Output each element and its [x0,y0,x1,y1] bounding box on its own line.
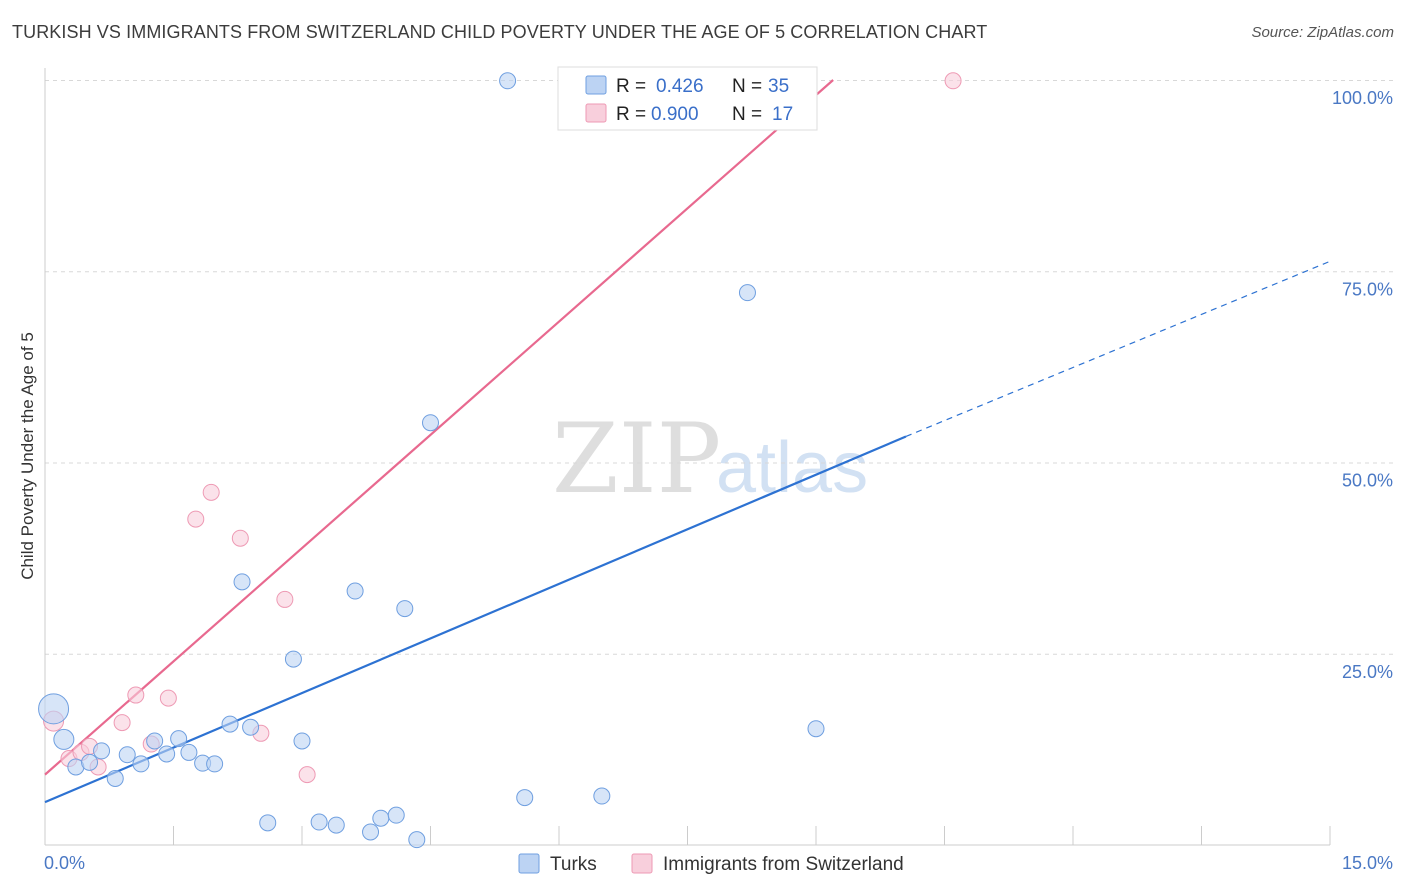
legend-n-value-switzerland: 17 [772,104,793,125]
bottom-legend: Turks Immigrants from Switzerland [518,853,904,875]
legend-n-label-turks: N = [732,76,762,97]
legend-r-label-switzerland: R = [616,104,646,125]
turks-point-24 [372,809,390,827]
y-tick-label-2: 75.0% [1342,279,1393,299]
watermark-atlas: atlas [716,428,868,508]
turks-point-8 [146,732,164,750]
turks-point-7 [132,755,150,773]
turks-point-9 [158,745,176,763]
bottom-legend-label-switzerland: Immigrants from Switzerland [663,854,904,875]
legend-swatch-turks [585,75,607,95]
chart-title: TURKISH VS IMMIGRANTS FROM SWITZERLAND C… [12,22,988,42]
bottom-legend-swatch-switzerland [631,853,653,874]
switzerland-point-8 [159,689,177,707]
turks-point-14 [221,715,239,733]
switzerland-point-9 [187,510,205,528]
y-tick-label-0: 25.0% [1342,662,1393,682]
turks-point-29 [499,72,517,90]
switzerland-point-11 [231,529,249,547]
legend-swatch-switzerland [585,103,607,123]
turks-point-15 [233,573,251,591]
x-tick-label-1: 15.0% [1342,853,1393,873]
turks-point-22 [346,582,364,600]
turks-point-20 [310,813,328,831]
turks-point-16 [242,718,260,736]
turks-point-30 [516,789,534,807]
turks-point-25 [387,806,405,824]
turks-point-4 [93,742,111,760]
y-tick-label-1: 50.0% [1342,471,1393,491]
trend-line-switzerland [44,79,834,776]
legend-r-value-turks: 0.426 [656,76,704,97]
turks-point-17 [259,814,277,832]
legend-r-label-turks: R = [616,76,646,97]
turks-point-18 [284,650,302,668]
trend-lines [44,79,1331,804]
tick-labels: 25.0% 50.0% 75.0% 100.0% 0.0% 15.0% [44,88,1393,873]
turks-point-23 [362,823,380,841]
switzerland-point-16 [944,72,962,90]
y-tick-label-3: 100.0% [1332,88,1393,108]
turks-point-27 [408,831,426,849]
switzerland-point-6 [127,686,145,704]
turks-point-13 [206,755,224,773]
switzerland-point-10 [202,483,220,501]
turks-point-6 [118,746,136,764]
trend-line-turks [44,435,907,804]
watermark-zip: ZIP [552,403,721,515]
switzerland-point-5 [113,714,131,732]
turks-point-21 [327,816,345,834]
gridlines [45,80,1395,655]
legend-n-value-turks: 35 [768,76,789,97]
x-tick-label-0: 0.0% [44,853,85,873]
turks-point-28 [422,414,439,432]
switzerland-point-14 [298,766,316,784]
turks-point-34 [807,720,825,738]
turks-point-1 [53,728,75,750]
turks-point-26 [396,600,414,618]
trend-line-turks-extension [905,260,1331,438]
legend-r-value-switzerland: 0.900 [651,104,699,125]
turks-point-10 [170,730,188,748]
legend-n-label-switzerland: N = [732,104,762,125]
turks-point-33 [738,284,756,302]
turks-point-3 [81,753,99,771]
bottom-legend-label-turks: Turks [550,854,597,875]
stats-legend: R = 0.426 N = 35 R = 0.900 N = 17 [557,66,818,131]
turks-point-11 [180,743,198,761]
source-label: Source: ZipAtlas.com [1251,24,1394,41]
switzerland-point-13 [276,590,294,608]
turks-point-0 [38,693,70,725]
turks-point-19 [293,732,311,750]
turks-point-5 [106,769,124,787]
turks-point-32 [593,787,611,805]
bottom-legend-swatch-turks [518,853,540,874]
